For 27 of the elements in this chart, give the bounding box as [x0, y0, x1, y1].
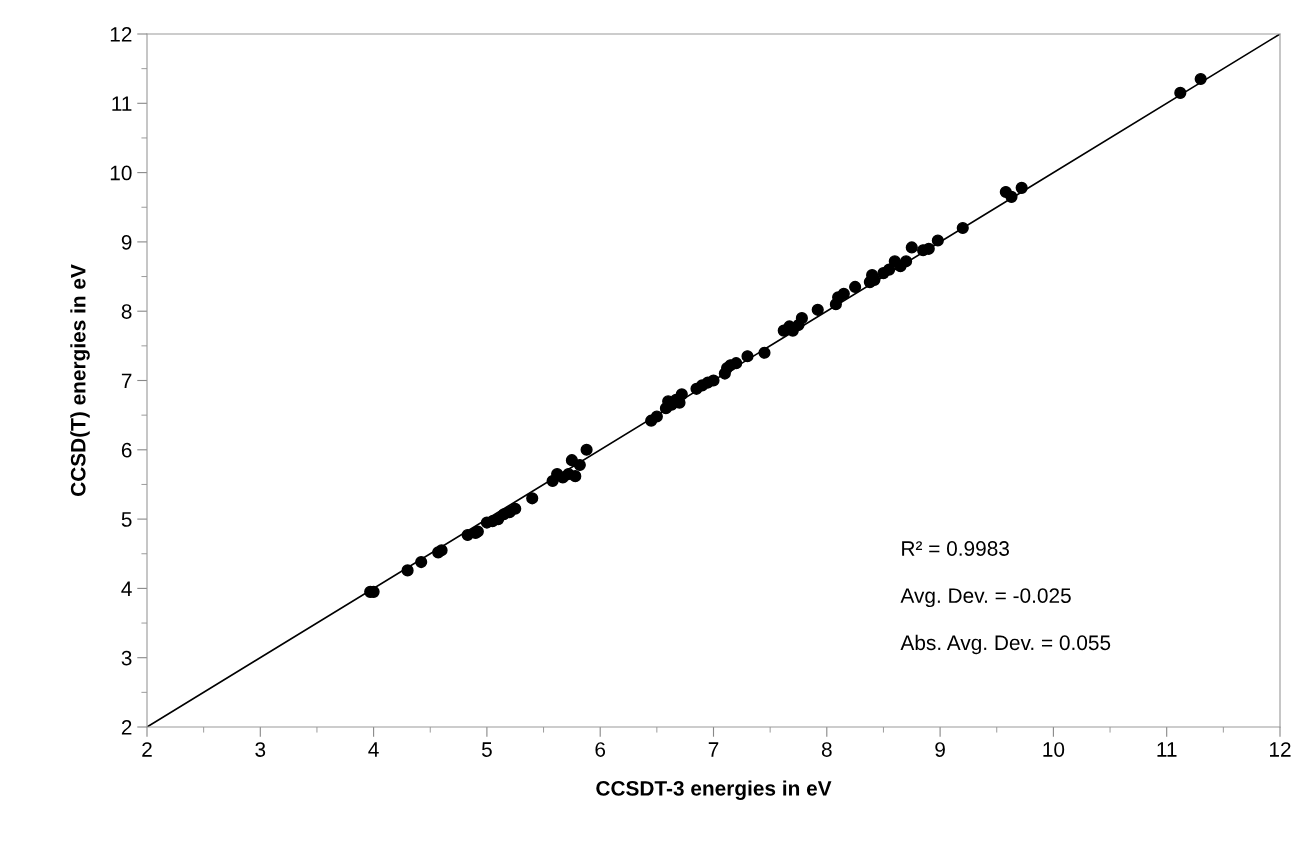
x-tick-label: 6: [595, 742, 606, 757]
x-tick-label: 8: [821, 742, 832, 757]
x-axis-title: CCSDT-3 energies in eV: [596, 780, 832, 800]
y-tick-label: 4: [121, 581, 132, 596]
y-tick-label: 5: [121, 512, 132, 527]
y-tick-label: 3: [121, 650, 132, 666]
x-tick-label: 7: [708, 742, 719, 757]
y-tick-label: 9: [121, 234, 132, 250]
x-tick-label: 5: [481, 742, 492, 757]
y-tick-label: 8: [121, 304, 132, 319]
annotation: Abs. Avg. Dev. = 0.055: [900, 634, 1111, 655]
x-tick-label: 3: [255, 742, 266, 757]
annotation: Avg. Dev. = -0.025: [900, 588, 1071, 608]
x-tick-label: 9: [935, 742, 945, 757]
y-tick-label: 6: [121, 442, 132, 458]
y-tick-label: 12: [110, 27, 132, 42]
y-tick-label: 10: [110, 165, 132, 181]
y-tick-label: 2: [121, 720, 132, 735]
x-tick-label: 2: [142, 742, 152, 757]
y-axis-title: CCSD(T) energies in eV: [70, 264, 90, 496]
x-tick-label: 4: [368, 742, 379, 757]
x-tick-label: 10: [1043, 742, 1065, 757]
y-tick-label: 11: [112, 96, 132, 111]
annotation: R² = 0.9983: [902, 541, 1009, 556]
x-tick-label: 11: [1157, 742, 1177, 757]
y-tick-label: 7: [121, 373, 132, 389]
x-tick-label: 12: [1270, 742, 1291, 757]
